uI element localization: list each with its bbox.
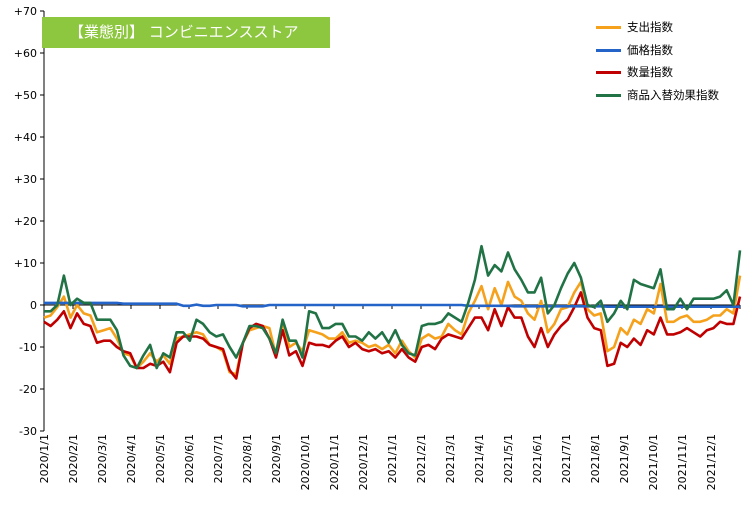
x-tick-label: 2020/5/1 [154, 434, 167, 483]
x-tick-label: 2020/11/1 [328, 434, 341, 490]
y-tick-label: +20 [14, 215, 37, 228]
legend-label: 数量指数 [627, 65, 673, 79]
x-tick-label: 2020/12/1 [357, 434, 370, 490]
y-tick-label: +30 [14, 173, 37, 186]
series-line [44, 244, 742, 370]
x-tick-label: 2021/1/1 [386, 434, 399, 483]
x-tick-label: 2021/7/1 [560, 434, 573, 483]
y-tick-label: 0 [30, 299, 37, 312]
x-tick-label: 2020/4/1 [125, 434, 138, 483]
chart-title: 【業態別】 コンビニエンスストア [42, 17, 330, 48]
x-tick-label: 2021/9/1 [618, 434, 631, 483]
x-tick-label: 2021/10/1 [647, 434, 660, 490]
legend-swatch [596, 93, 621, 97]
y-tick-label: -20 [19, 383, 37, 396]
y-axis: +70 +60 +50 +40 +30 +20 +10 0 -10 -20 -30 [14, 5, 45, 438]
series-lines [43, 244, 742, 380]
legend-label: 支出指数 [627, 20, 673, 34]
x-tick-label: 2020/7/1 [212, 434, 225, 483]
x-axis: 2020/1/1 2020/2/1 2020/3/1 2020/4/1 2020/5/1… [38, 304, 741, 490]
y-tick-label: +50 [14, 89, 37, 102]
x-tick-label: 2020/3/1 [96, 434, 109, 483]
x-tick-label: 2021/8/1 [589, 434, 602, 483]
legend-label: 価格指数 [627, 42, 673, 57]
legend-swatch [596, 48, 621, 52]
x-tick-label: 2021/5/1 [502, 434, 515, 483]
y-tick-label: -10 [19, 341, 37, 354]
x-tick-label: 2021/3/1 [444, 434, 457, 483]
legend-swatch [596, 26, 621, 29]
x-tick-label: 2021/4/1 [473, 434, 486, 483]
y-tick-label: -30 [19, 425, 37, 438]
x-tick-label: 2020/8/1 [241, 434, 254, 483]
y-tick-label: +10 [14, 257, 37, 270]
x-tick-label: 2020/6/1 [183, 434, 196, 483]
x-tick-label: 2020/2/1 [67, 434, 80, 483]
y-tick-label: +70 [14, 5, 37, 18]
x-tick-label: 2021/6/1 [531, 434, 544, 483]
x-tick-label: 2021/11/1 [676, 434, 689, 490]
x-tick-label: 2021/12/1 [705, 434, 718, 490]
series-line [43, 275, 742, 376]
y-tick-label: +60 [14, 47, 37, 60]
x-tick-label: 2020/10/1 [299, 434, 312, 490]
y-tick-label: +40 [14, 131, 37, 144]
x-tick-label: 2021/2/1 [415, 434, 428, 483]
x-tick-label: 2020/1/1 [38, 434, 51, 483]
x-tick-label: 2020/9/1 [270, 434, 283, 483]
legend-swatch [596, 71, 621, 74]
legend-label: 商品入替効果指数 [627, 87, 719, 102]
